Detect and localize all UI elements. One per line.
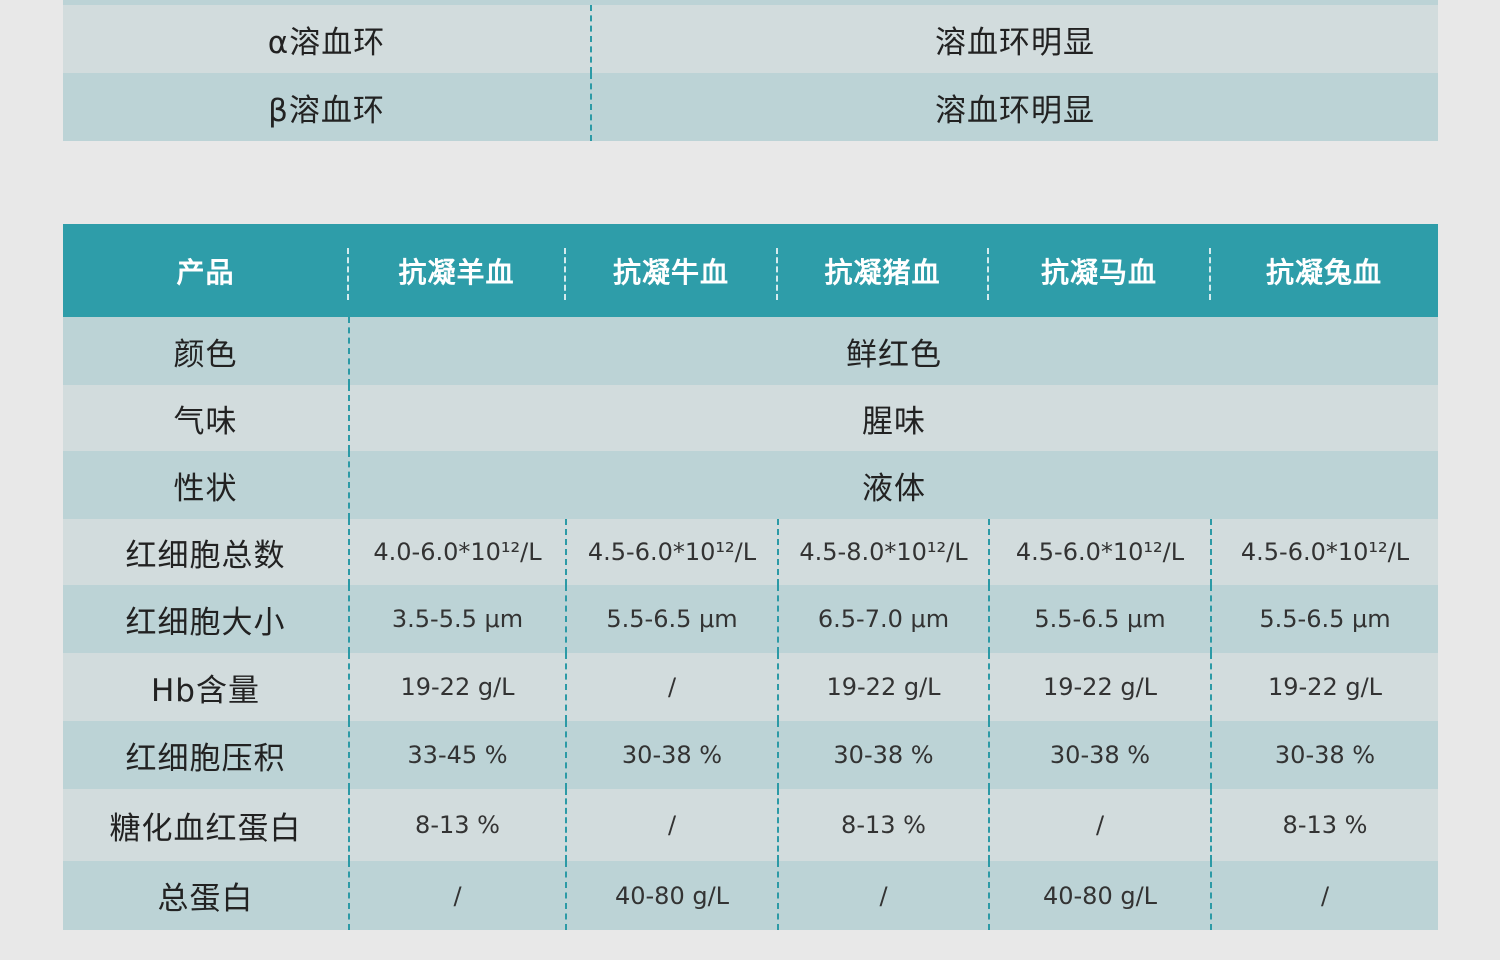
row-label: Hb含量 [151, 672, 260, 709]
table-row: 颜色 鲜红色 [63, 317, 1438, 385]
cell-value: 6.5-7.0 μm [777, 585, 988, 653]
row-label: β溶血环 [268, 92, 385, 129]
row-label: 糖化血红蛋白 [109, 810, 302, 847]
cell-value: 5.5-6.5 μm [1210, 585, 1438, 653]
cell-value: 4.5-6.0*10¹²/L [1210, 519, 1438, 585]
cell-value: / [1210, 861, 1438, 930]
row-value: 溶血环明显 [590, 5, 1438, 73]
cell-value: 4.5-8.0*10¹²/L [777, 519, 988, 585]
cell-value: / [565, 789, 777, 861]
cell-value: 30-38 % [1210, 721, 1438, 789]
cell-value: 4.5-6.0*10¹²/L [565, 519, 777, 585]
cell-value: 4.0-6.0*10¹²/L [348, 519, 565, 585]
cell-value: 19-22 g/L [988, 653, 1210, 721]
cell-value: / [988, 789, 1210, 861]
table-row: Hb含量 19-22 g/L/19-22 g/L 19-22 g/L 19-22 g/… [63, 653, 1438, 721]
row-label: 红细胞总数 [125, 537, 286, 574]
cell-value: 19-22 g/L [777, 653, 988, 721]
row-label: 气味 [173, 403, 238, 440]
merged-value: 鲜红色 [348, 317, 1438, 385]
row-label: 颜色 [173, 336, 238, 373]
row-label: 性状 [173, 470, 238, 507]
cell-value: 5.5-6.5 μm [988, 585, 1210, 653]
table-row: 糖化血红蛋白 8-13 %/8-13 %/8-13 % [63, 789, 1438, 861]
merged-value: 腥味 [348, 385, 1438, 451]
table-row: α溶血环 溶血环明显 [63, 5, 1438, 73]
cell-value: 33-45 % [348, 721, 565, 789]
table-row: β溶血环 溶血环明显 [63, 73, 1438, 141]
cell-value: 30-38 % [777, 721, 988, 789]
table-row: 红细胞大小 3.5-5.5 μm 5.5-6.5 μm 6.5-7.0 μm 5.5-6… [63, 585, 1438, 653]
row-label: α溶血环 [267, 24, 386, 61]
cell-value: 30-38 % [565, 721, 777, 789]
column-header: 抗凝兔血 [1209, 224, 1438, 317]
cell-value: 30-38 % [988, 721, 1210, 789]
cell-value: / [777, 861, 988, 930]
row-label: 总蛋白 [157, 881, 254, 917]
cell-value: 19-22 g/L [1210, 653, 1438, 721]
column-header: 产品 [176, 255, 235, 289]
cell-value: 5.5-6.5 μm [565, 585, 777, 653]
table-header-row: 产品 抗凝羊血 抗凝牛血 抗凝猪血 抗凝马血 抗凝兔血 [63, 224, 1438, 317]
cell-value: 19-22 g/L [348, 653, 565, 721]
column-header: 抗凝猪血 [776, 224, 988, 317]
cell-value: 40-80 g/L [988, 861, 1210, 930]
cell-value: 8-13 % [777, 789, 988, 861]
cell-value: / [348, 861, 565, 930]
cell-value: 40-80 g/L [565, 861, 777, 930]
table-row: 红细胞总数 4.0-6.0*10¹²/L 4.5-6.0*10¹²/L 4.5-8.0… [63, 519, 1438, 585]
column-header: 抗凝马血 [987, 224, 1210, 317]
spec-table: 产品 抗凝羊血 抗凝牛血 抗凝猪血 抗凝马血 抗凝兔血颜色 鲜红色气味 腥味性状 液体红细胞总数… [63, 224, 1438, 930]
row-label: 红细胞压积 [125, 740, 286, 777]
hemolysis-table: α溶血环 溶血环明显 β溶血环 溶血环明显 [63, 0, 1438, 141]
table-row: 总蛋白/40-80 g/L/40-80 g/L / [63, 861, 1438, 930]
cell-value: 3.5-5.5 μm [348, 585, 565, 653]
column-header: 抗凝牛血 [564, 224, 777, 317]
cell-value: 8-13 % [348, 789, 565, 861]
merged-value: 液体 [348, 451, 1438, 519]
table-row: 性状 液体 [63, 451, 1438, 519]
cell-value: 4.5-6.0*10¹²/L [988, 519, 1210, 585]
row-label: 红细胞大小 [125, 604, 286, 641]
cell-value: 8-13 % [1210, 789, 1438, 861]
column-header: 抗凝羊血 [347, 224, 565, 317]
cell-value: / [565, 653, 777, 721]
row-value: 溶血环明显 [590, 73, 1438, 141]
table-row-partial [63, 0, 1438, 5]
table-row: 红细胞压积 33-45 % 30-38 % 30-38 % 30-38 % 30-38 % [63, 721, 1438, 789]
table-row: 气味 腥味 [63, 385, 1438, 451]
